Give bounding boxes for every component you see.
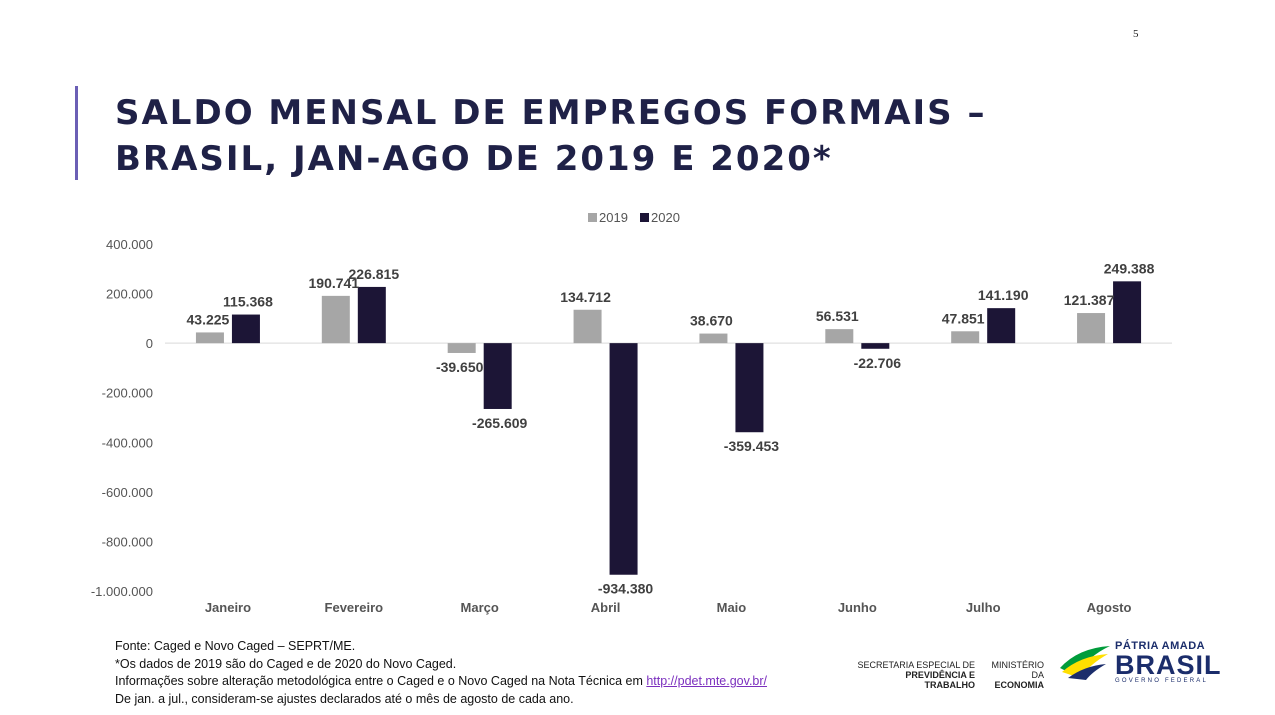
ministerio-label: MINISTÉRIO DA ECONOMIA <box>980 660 1044 690</box>
y-tick-label: -1.000.000 <box>91 584 153 599</box>
bar-2020-janeiro <box>231 314 260 344</box>
x-tick-label: Agosto <box>1087 600 1132 615</box>
data-label-2019: 43.225 <box>187 311 230 327</box>
bar-2019-maio <box>699 333 728 344</box>
bar-2019-março <box>447 343 476 353</box>
y-tick-label: -800.000 <box>102 534 153 549</box>
data-label-2020: -359.453 <box>724 438 779 454</box>
page-title: SALDO MENSAL DE EMPREGOS FORMAIS – BRASI… <box>115 90 995 182</box>
chart-legend: 2019 2020 <box>588 210 680 225</box>
bar-2020-maio <box>735 343 764 433</box>
data-label-2019: 121.387 <box>1064 292 1115 308</box>
secretaria-line-1: SECRETARIA ESPECIAL DE <box>857 660 975 670</box>
bar-chart: 2019 2020 400.000 200.000 0 -200.000 -400.000… <box>91 210 1172 615</box>
brand-line-3: GOVERNO FEDERAL <box>1115 678 1209 684</box>
info-note-text: Informações sobre alteração metodológica… <box>115 674 647 688</box>
pdet-link[interactable]: http://pdet.mte.gov.br/ <box>646 674 768 688</box>
secretaria-label: SECRETARIA ESPECIAL DE PREVIDÊNCIA E TRA… <box>857 660 975 690</box>
bar-2019-agosto <box>1077 313 1106 344</box>
ministerio-line-2: ECONOMIA <box>994 680 1045 690</box>
footnotes: Fonte: Caged e Novo Caged – SEPRT/ME. *O… <box>115 638 767 708</box>
title-accent-bar <box>75 86 78 180</box>
y-tick-label: -400.000 <box>102 435 153 450</box>
data-label-2019: 38.670 <box>690 313 733 329</box>
brand-line-2: BRASIL <box>1115 650 1222 680</box>
x-axis: Janeiro Fevereiro Março Abril Maio Junho Julho… <box>205 600 1132 615</box>
data-label-2019: 47.851 <box>942 310 985 326</box>
x-tick-label: Abril <box>591 600 621 615</box>
title-line-2: BRASIL, JAN-AGO DE 2019 E 2020* <box>115 139 833 179</box>
legend-swatch-2019 <box>588 213 597 222</box>
brasil-flag-logo <box>1060 646 1110 680</box>
y-tick-label: 0 <box>146 336 153 351</box>
y-axis: 400.000 200.000 0 -200.000 -400.000 -600.000 -… <box>91 237 153 599</box>
title-line-1: SALDO MENSAL DE EMPREGOS FORMAIS – <box>115 93 987 133</box>
methodology-note: *Os dados de 2019 são do Caged e de 2020… <box>115 656 457 671</box>
secretaria-line-2: PREVIDÊNCIA E TRABALHO <box>905 670 975 690</box>
x-tick-label: Fevereiro <box>325 600 384 615</box>
adjustment-note: De jan. a jul., consideram-se ajustes de… <box>115 691 574 706</box>
bar-2020-março <box>483 343 512 409</box>
data-label-2020: 226.815 <box>349 266 400 282</box>
brasil-brand: PÁTRIA AMADA BRASIL GOVERNO FEDERAL <box>1115 640 1222 685</box>
data-label-2020: 141.190 <box>978 287 1029 303</box>
bar-2019-janeiro <box>195 332 224 344</box>
page-number: 5 <box>1133 28 1139 40</box>
ministerio-line-1: MINISTÉRIO DA <box>991 660 1044 680</box>
footer-logos: SECRETARIA ESPECIAL DE PREVIDÊNCIA E TRA… <box>850 640 1220 690</box>
data-label-2019: -39.650 <box>436 359 484 375</box>
legend-label-2019: 2019 <box>599 210 628 225</box>
bar-2020-fevereiro <box>357 286 386 344</box>
bar-2019-julho <box>951 331 980 344</box>
data-label-2020: -265.609 <box>472 415 527 431</box>
data-label-2019: 190.741 <box>309 275 360 291</box>
bar-2019-junho <box>825 329 854 344</box>
y-tick-label: 200.000 <box>106 287 153 302</box>
bar-2020-agosto <box>1113 281 1142 344</box>
source-note: Fonte: Caged e Novo Caged – SEPRT/ME. <box>115 639 356 653</box>
x-tick-label: Junho <box>838 600 877 615</box>
bar-2020-junho <box>861 343 890 349</box>
data-label-2020: 249.388 <box>1104 260 1155 276</box>
data-label-2020: -22.706 <box>854 355 902 371</box>
bar-2019-fevereiro <box>321 295 350 344</box>
bar-2019-abril <box>573 309 602 344</box>
legend-label-2020: 2020 <box>651 210 680 225</box>
bar-2020-julho <box>987 308 1016 344</box>
legend-swatch-2020 <box>640 213 649 222</box>
data-label-2020: 115.368 <box>223 294 273 310</box>
bars <box>195 281 1142 575</box>
data-label-2020: -934.380 <box>598 581 653 597</box>
x-tick-label: Maio <box>717 600 747 615</box>
brand-line-1: PÁTRIA AMADA <box>1115 640 1206 652</box>
data-label-2019: 56.531 <box>816 308 859 324</box>
y-tick-label: -600.000 <box>102 485 153 500</box>
info-note: Informações sobre alteração metodológica… <box>115 673 767 691</box>
bar-2020-abril <box>609 343 638 575</box>
x-tick-label: Julho <box>966 600 1001 615</box>
data-label-2019: 134.712 <box>560 289 611 305</box>
y-tick-label: -200.000 <box>102 386 153 401</box>
x-tick-label: Janeiro <box>205 600 251 615</box>
y-tick-label: 400.000 <box>106 237 153 252</box>
x-tick-label: Março <box>461 600 499 615</box>
